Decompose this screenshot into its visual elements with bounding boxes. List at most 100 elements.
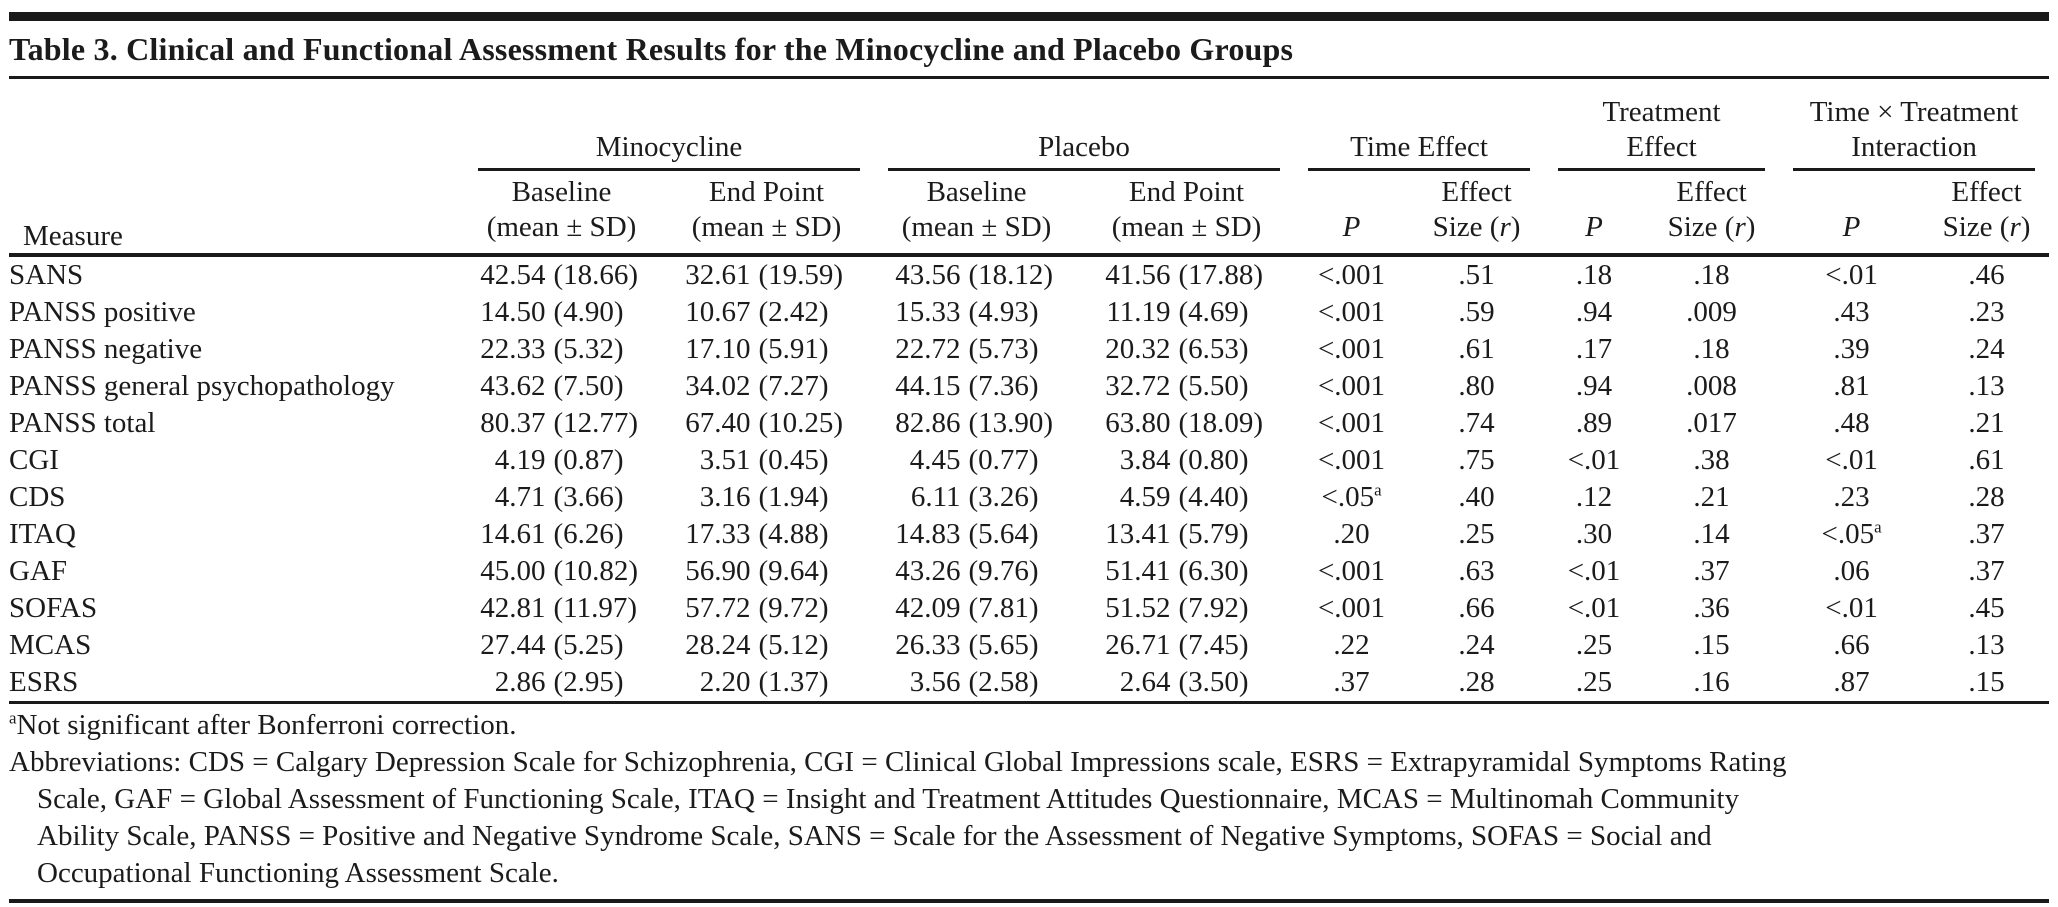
cell-time-es: .51 [1458, 259, 1495, 291]
cell-treat-es: .38 [1693, 444, 1730, 476]
table-row: CDS 4.71 (3.66) 3.16 (1.94) 6.11 (3.26) 4.59 (4.… [9, 479, 2049, 516]
cell-time-p: <.05a [1321, 480, 1382, 513]
bottom-rule [9, 899, 2049, 903]
table-header: Measure Minocycline Placebo Time Effect … [9, 81, 2050, 257]
cell-placebo-endpoint: 11.19 (4.69) [1106, 296, 1249, 328]
cell-measure: CGI [9, 444, 59, 476]
column-header-time-p: P [1294, 171, 1410, 257]
cell-measure: PANSS total [9, 407, 156, 439]
column-group-time-effect: Time Effect [1294, 81, 1544, 171]
table-title: Table 3. Clinical and Functional Assessm… [9, 21, 2049, 79]
cell-int-es: .23 [1968, 296, 2005, 328]
cell-treat-es: .017 [1686, 407, 1737, 439]
cell-mino-endpoint: 3.51 (0.45) [699, 444, 829, 476]
cell-time-p: .20 [1333, 518, 1370, 550]
cell-int-p: .66 [1833, 629, 1870, 661]
cell-measure: PANSS general psychopathology [9, 370, 395, 402]
cell-treat-p: <.01 [1567, 592, 1621, 624]
cell-int-p: <.01 [1825, 259, 1878, 291]
table-row: PANSS total 80.37 (12.77) 67.40 (10.25) 82.86… [9, 405, 2049, 442]
cell-placebo-baseline: 42.09 (7.81) [895, 592, 1039, 624]
cell-measure: ESRS [9, 666, 79, 698]
cell-treat-es: .14 [1693, 518, 1730, 550]
cell-measure: ITAQ [9, 518, 76, 550]
cell-time-p: <.001 [1317, 592, 1386, 624]
cell-mino-endpoint: 57.72 (9.72) [685, 592, 829, 624]
cell-int-p: .06 [1833, 555, 1870, 587]
cell-mino-endpoint: 67.40 (10.25) [685, 407, 844, 439]
cell-int-es: .45 [1968, 592, 2005, 624]
column-header-placebo-baseline: Baseline (mean ± SD) [874, 171, 1080, 257]
cell-int-p: .87 [1833, 666, 1870, 698]
column-header-mino-baseline: Baseline (mean ± SD) [464, 171, 659, 257]
cell-treat-p: .18 [1575, 259, 1613, 291]
cell-measure: SOFAS [9, 592, 98, 624]
cell-mino-endpoint: 56.90 (9.64) [685, 555, 829, 587]
table-row: CGI 4.19 (0.87) 3.51 (0.45) 4.45 (0.77) 3.84 (0.… [9, 442, 2049, 479]
cell-time-p: <.001 [1317, 555, 1386, 587]
cell-int-es: .24 [1968, 333, 2005, 365]
cell-treat-p: <.01 [1567, 555, 1621, 587]
column-header-measure: Measure [9, 81, 464, 257]
table-row: SOFAS 42.81 (11.97) 57.72 (9.72) 42.09 (7.81) 5… [9, 590, 2049, 627]
cell-placebo-baseline: 82.86 (13.90) [895, 407, 1054, 439]
cell-int-p: .81 [1833, 370, 1870, 402]
cell-int-es: .21 [1968, 407, 2005, 439]
cell-mino-baseline: 22.33 (5.32) [480, 333, 624, 365]
cell-placebo-baseline: 6.11 (3.26) [910, 481, 1039, 513]
cell-measure: MCAS [9, 629, 92, 661]
footnotes: aNot significant after Bonferroni correc… [9, 704, 2049, 896]
cell-treat-p: .17 [1575, 333, 1613, 365]
group-label: Placebo [1038, 131, 1130, 163]
cell-treat-es: .009 [1686, 296, 1737, 328]
cell-placebo-baseline: 14.83 (5.64) [895, 518, 1039, 550]
group-label: Treatment [1602, 96, 1721, 128]
cell-int-es: .13 [1968, 629, 2005, 661]
cell-time-p: <.001 [1317, 407, 1386, 439]
cell-treat-p: .25 [1575, 629, 1613, 661]
cell-measure: PANSS negative [9, 333, 203, 365]
cell-time-p: <.001 [1317, 444, 1386, 476]
group-label: Minocycline [595, 131, 743, 163]
column-header-treatment-p: P [1544, 171, 1645, 257]
column-header-interaction-effect-size: Effect Size (r) [1924, 171, 2050, 257]
cell-placebo-endpoint: 26.71 (7.45) [1105, 629, 1249, 661]
cell-treat-es: .37 [1693, 555, 1730, 587]
cell-mino-baseline: 43.62 (7.50) [480, 370, 624, 402]
cell-time-p: .22 [1333, 629, 1370, 661]
cell-mino-endpoint: 17.33 (4.88) [685, 518, 829, 550]
cell-int-p: .23 [1833, 481, 1870, 513]
cell-treat-p: .25 [1575, 666, 1613, 698]
cell-placebo-baseline: 26.33 (5.65) [895, 629, 1039, 661]
footnote-abbreviations-line: Ability Scale, PANSS = Positive and Nega… [37, 820, 1712, 852]
cell-int-es: .37 [1968, 555, 2005, 587]
cell-placebo-endpoint: 51.52 (7.92) [1105, 592, 1249, 624]
footnote-abbreviations-line: Occupational Functioning Assessment Scal… [37, 857, 559, 889]
table-row: ITAQ 14.61 (6.26) 17.33 (4.88) 14.83 (5.64) 13.… [9, 516, 2049, 553]
cell-mino-baseline: 2.86 (2.95) [494, 666, 624, 698]
cell-mino-endpoint: 3.16 (1.94) [699, 481, 829, 513]
cell-mino-baseline: 14.50 (4.90) [480, 296, 624, 328]
cell-placebo-endpoint: 3.84 (0.80) [1119, 444, 1249, 476]
cell-measure: SANS [9, 259, 84, 291]
column-header-treatment-effect-size: Effect Size (r) [1644, 171, 1780, 257]
cell-mino-endpoint: 2.20 (1.37) [699, 666, 829, 698]
group-label: Time × Treatment [1809, 96, 2019, 128]
cell-time-p: <.001 [1317, 259, 1386, 291]
cell-int-es: .37 [1968, 518, 2005, 550]
cell-int-p: .43 [1833, 296, 1870, 328]
cell-placebo-baseline: 4.45 (0.77) [909, 444, 1039, 476]
cell-time-p: <.001 [1317, 370, 1386, 402]
cell-placebo-endpoint: 20.32 (6.53) [1105, 333, 1249, 365]
cell-treat-p: .94 [1575, 296, 1613, 328]
cell-placebo-endpoint: 2.64 (3.50) [1119, 666, 1249, 698]
cell-time-es: .40 [1458, 481, 1495, 513]
cell-treat-p: .12 [1575, 481, 1613, 513]
cell-time-es: .59 [1458, 296, 1495, 328]
cell-int-p: .48 [1833, 407, 1870, 439]
table-row: SANS 42.54 (18.66) 32.61 (19.59) 43.56 (18.12)… [9, 255, 2049, 294]
table-row: GAF 45.00 (10.82) 56.90 (9.64) 43.26 (9.76) 51.… [9, 553, 2049, 590]
cell-treat-es: .18 [1693, 259, 1730, 291]
cell-placebo-baseline: 3.56 (2.58) [909, 666, 1039, 698]
footer-rule [9, 701, 2049, 704]
